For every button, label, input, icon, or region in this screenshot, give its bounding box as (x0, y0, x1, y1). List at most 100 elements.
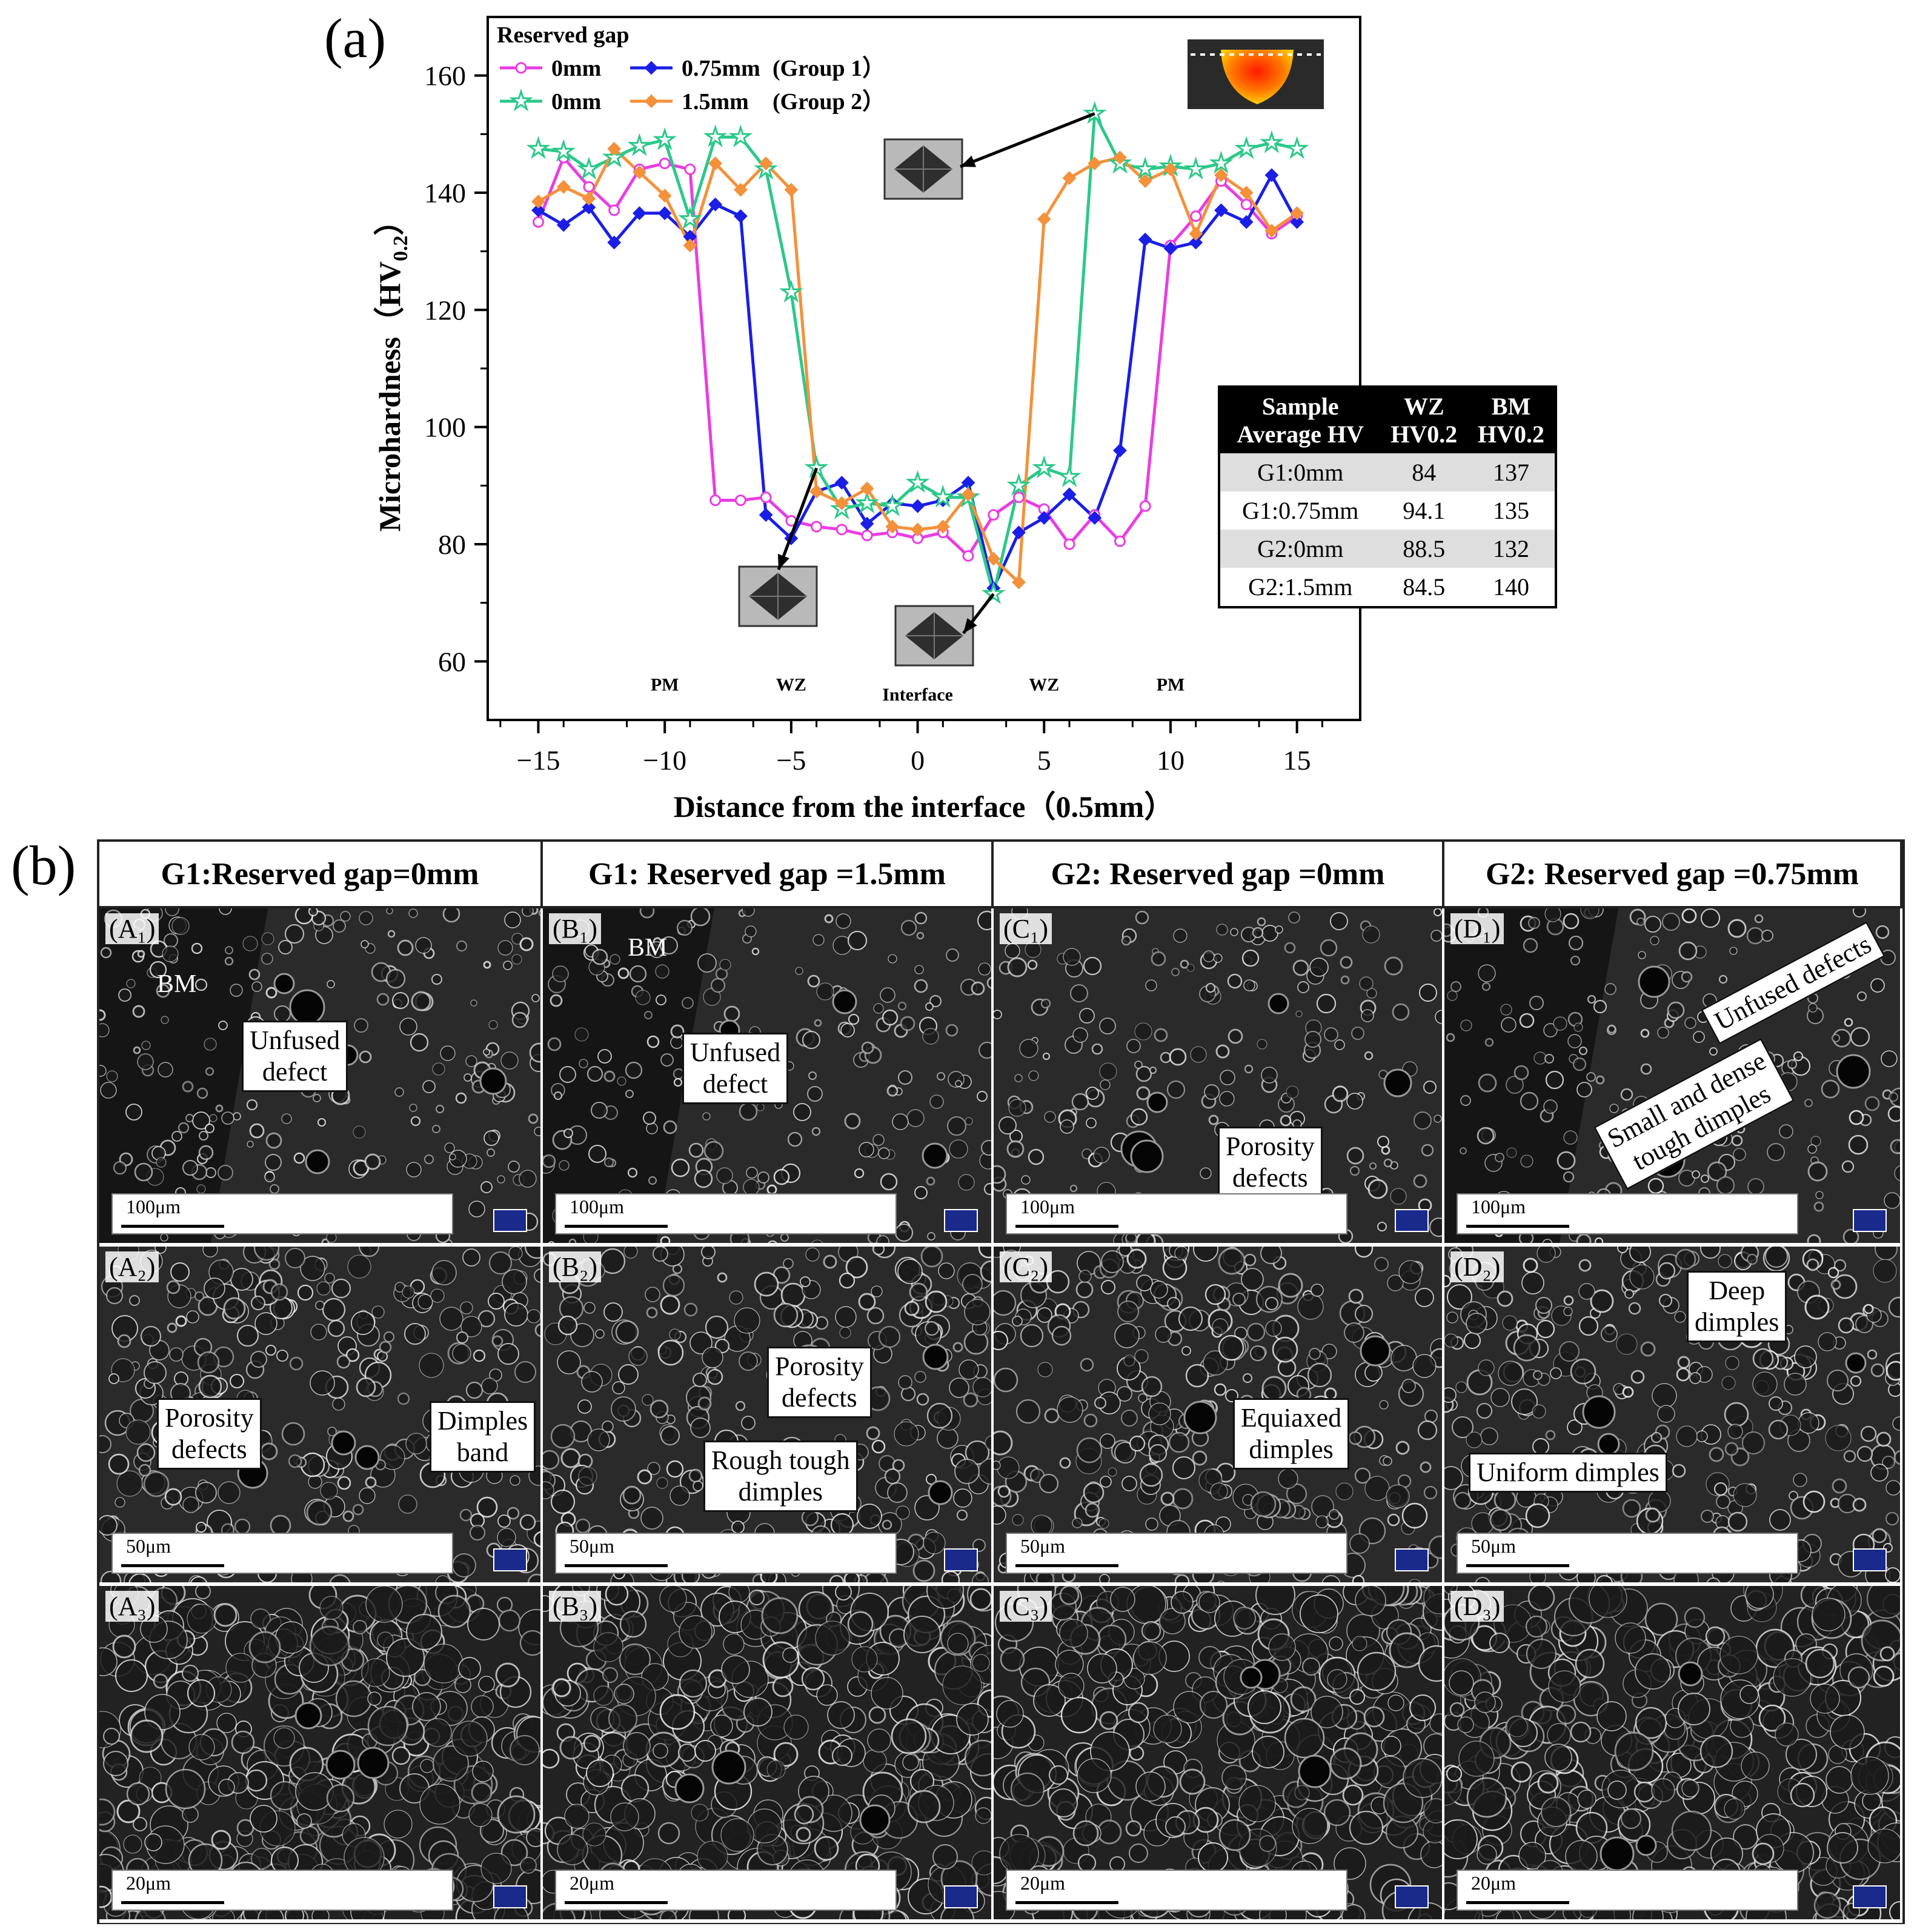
data-point (607, 235, 622, 250)
data-point (1006, 473, 1031, 496)
data-point (855, 490, 880, 514)
y-tick-label: 100 (424, 412, 466, 443)
data-point (1259, 130, 1284, 153)
scale-bar-label: 20μm (1020, 1872, 1066, 1894)
data-point (779, 279, 803, 303)
scale-bar-label: 100μm (1020, 1196, 1075, 1217)
data-point (860, 516, 874, 531)
sem-annotation-label: Porosity defects (157, 1398, 262, 1470)
data-point (1057, 464, 1081, 487)
data-point (1214, 203, 1228, 218)
scale-bar: 50μm (1457, 1533, 1798, 1574)
x-tick-label: 15 (1283, 745, 1311, 776)
scale-bar-line (1466, 1225, 1569, 1228)
scale-bar: 50μm (1006, 1533, 1347, 1574)
panel-a-label: (a) (324, 7, 387, 69)
plot-frame (487, 16, 1361, 721)
sem-fractograph-grid: G1:Reserved gap=0mm G1: Reserved gap =1.5… (97, 839, 1905, 1924)
x-tick-label: −5 (776, 745, 806, 776)
data-point (860, 481, 874, 496)
pointer-arrow (960, 112, 1095, 168)
sem-annotation-label: Dimples band (430, 1401, 536, 1473)
panel-b-label: (b) (11, 834, 76, 896)
table-cell: G1:0mm (1219, 453, 1381, 491)
data-point (911, 499, 925, 513)
data-point (708, 197, 723, 212)
scale-bar-line (565, 1225, 668, 1228)
y-tick-label: 160 (424, 61, 466, 92)
data-point (556, 218, 571, 232)
sem-image-cell: (B₁) BM Unfused defect 100μm (543, 908, 994, 1247)
sem-texture (99, 1586, 540, 1919)
data-point (885, 519, 900, 534)
sem-annotation-label: Unfused defect (242, 1021, 348, 1092)
data-point (1264, 224, 1279, 238)
legend-label: 0mm (551, 56, 601, 81)
table-cell: G2:1.5mm (1219, 568, 1381, 607)
microscope-logo (944, 1548, 978, 1571)
data-point (1290, 215, 1304, 229)
data-point (657, 206, 672, 221)
weld-icon-pool (1221, 50, 1294, 104)
data-point (1138, 174, 1152, 188)
data-point (644, 94, 659, 108)
data-point (1139, 500, 1151, 512)
data-point (657, 188, 672, 203)
data-point (532, 216, 544, 228)
table-header-wz: WZ HV0.2 (1380, 387, 1468, 453)
sem-annotation-label: BM (628, 934, 668, 962)
scale-bar-line (121, 1225, 224, 1228)
zone-label: PM (651, 675, 679, 695)
sem-annotation-label: Unfused defect (682, 1033, 789, 1104)
legend-label: 0mm (551, 89, 601, 115)
data-point (515, 62, 527, 74)
data-point (1012, 525, 1026, 540)
scale-bar-line (1466, 1564, 1569, 1567)
microscope-logo (1853, 1548, 1887, 1571)
sem-image-cell: (A₂) Porosity defects Dimples band 50μm (99, 1247, 543, 1586)
table-cell: 135 (1467, 491, 1556, 530)
data-point (784, 182, 799, 197)
data-point (935, 519, 950, 534)
x-tick-label: −10 (643, 745, 686, 776)
table-cell: 84 (1380, 453, 1468, 491)
data-point (1189, 235, 1203, 250)
zone-label: WZ (1029, 675, 1059, 695)
table-row: G1:0mm 84 137 (1219, 453, 1556, 491)
scale-bar-line (1015, 1901, 1118, 1904)
sem-image-cell: (D₁) Unfused defects Small and dense tough… (1444, 908, 1902, 1247)
microscope-logo (1395, 1548, 1429, 1571)
sem-cell-id: (A₃) (105, 1591, 159, 1622)
data-point (734, 495, 746, 506)
data-point (809, 484, 824, 499)
data-point (1183, 156, 1208, 180)
data-point (708, 156, 723, 171)
data-point (961, 487, 975, 502)
data-point (551, 139, 576, 162)
scale-bar-label: 100μm (570, 1196, 625, 1217)
data-point (1163, 162, 1178, 176)
sem-image-cell: (C₂) Equiaxed dimples 50μm (994, 1247, 1444, 1586)
sem-image-cell: (D₂) Deep dimples Uniform dimples 50μm (1444, 1247, 1902, 1586)
data-point (1264, 168, 1279, 182)
data-point (683, 238, 697, 253)
scale-bar: 20μm (1006, 1870, 1347, 1911)
microscope-logo (1853, 1885, 1887, 1908)
data-point (709, 495, 722, 506)
legend-label: 1.5mm (682, 89, 749, 115)
data-point (653, 127, 677, 150)
data-point (931, 484, 955, 508)
average-hv-table: Sample Average HV WZ HV0.2 BM HV0.2 G1:0mm … (1218, 385, 1557, 608)
sem-image-cell: (D₃) 20μm (1444, 1586, 1902, 1923)
data-point (962, 550, 974, 562)
x-axis-label: Distance from the interface（0.5mm） (674, 790, 1175, 824)
data-point (1037, 212, 1051, 226)
scale-bar: 50μm (111, 1533, 453, 1574)
data-point (1138, 232, 1152, 247)
data-point (811, 521, 823, 533)
data-point (509, 88, 533, 112)
data-point (728, 124, 753, 148)
table-cell: 88.5 (1380, 530, 1468, 568)
table-cell: 94.1 (1380, 491, 1468, 530)
sem-column-header: G2: Reserved gap =0mm (994, 842, 1444, 908)
